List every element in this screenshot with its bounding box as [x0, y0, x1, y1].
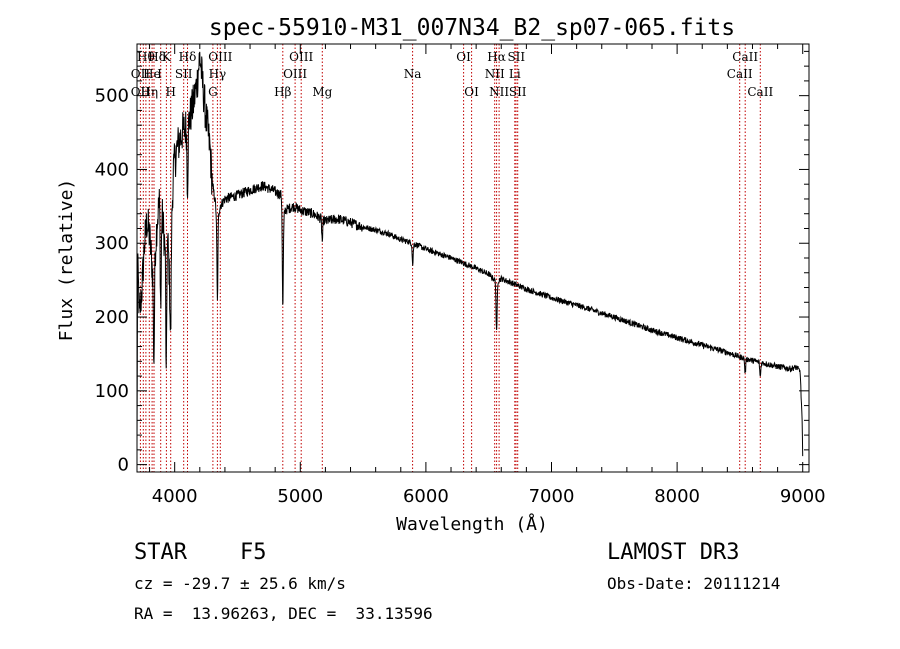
- line-label-21: Hη: [140, 85, 158, 99]
- y-tick-label-400: 400: [95, 159, 129, 180]
- line-label-17: NII: [485, 67, 505, 81]
- x-tick-label-7000: 7000: [529, 486, 575, 507]
- line-label-6: OI: [456, 50, 471, 64]
- line-label-13: SII: [175, 67, 193, 81]
- line-label-1: Hδ: [148, 50, 166, 64]
- class-label: STAR: [134, 540, 187, 565]
- subclass-label: F5: [240, 540, 267, 565]
- x-tick-label-4000: 4000: [152, 486, 198, 507]
- line-label-12: I: [157, 67, 162, 81]
- y-tick-label-200: 200: [95, 307, 129, 328]
- line-label-22: H: [165, 85, 175, 99]
- spectrum-line: [136, 51, 804, 457]
- ra-dec-coordinates: RA = 13.96263, DEC = 33.13596: [134, 604, 433, 623]
- line-label-7: Hα: [487, 50, 506, 64]
- y-tick-label-300: 300: [95, 233, 129, 254]
- redshift-velocity: cz = -29.7 ± 25.6 km/s: [134, 574, 346, 593]
- line-label-16: Na: [404, 67, 422, 81]
- line-label-15: OIII: [283, 67, 307, 81]
- line-label-20: OII: [131, 85, 151, 99]
- x-axis-label: Wavelength (Å): [396, 513, 548, 535]
- line-label-19: CaII: [727, 67, 753, 81]
- line-label-14: Hγ: [209, 67, 227, 81]
- line-label-23: G: [208, 85, 218, 99]
- line-label-29: CaII: [747, 85, 773, 99]
- line-label-5: OIII: [289, 50, 313, 64]
- line-label-25: Mg: [312, 85, 332, 99]
- x-tick-label-6000: 6000: [403, 486, 449, 507]
- line-label-11: He: [143, 67, 161, 81]
- axis-ticks: 4000 5000 6000 7000 8000 9000 0 100 200 300 400 500: [95, 44, 826, 507]
- chart-title: spec-55910-M31_007N34_B2_sp07-065.fits: [209, 15, 735, 41]
- y-tick-label-500: 500: [95, 86, 129, 107]
- y-tick-label-100: 100: [95, 381, 129, 402]
- line-label-8: SII: [507, 50, 525, 64]
- line-label-10: OII: [131, 67, 151, 81]
- x-tick-label-5000: 5000: [277, 486, 323, 507]
- plot-frame: [136, 43, 810, 473]
- line-label-26: OI: [464, 85, 479, 99]
- y-tick-label-0: 0: [118, 455, 129, 476]
- line-markers: [139, 44, 761, 472]
- line-label-0: Hθ: [137, 50, 155, 64]
- spectrum-series: [136, 51, 804, 457]
- line-label-4: OIII: [208, 50, 232, 64]
- x-tick-label-9000: 9000: [780, 486, 826, 507]
- survey-label: LAMOST DR3: [607, 540, 740, 565]
- line-label-2: K: [162, 50, 172, 64]
- line-label-18: Li: [509, 67, 521, 81]
- line-label-24: Hβ: [274, 85, 291, 99]
- x-tick-label-8000: 8000: [654, 486, 700, 507]
- line-label-3: Hδ: [179, 50, 197, 64]
- y-axis-label: Flux (relative): [56, 179, 77, 342]
- line-label-27: NII: [489, 85, 509, 99]
- line-label-9: CaII: [732, 50, 758, 64]
- line-label-28: SII: [509, 85, 527, 99]
- observation-date: Obs-Date: 20111214: [607, 574, 781, 593]
